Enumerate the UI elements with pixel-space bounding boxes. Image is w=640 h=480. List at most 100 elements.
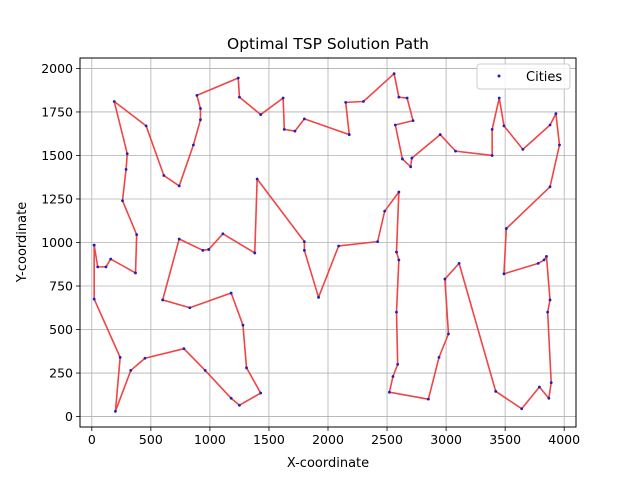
city-point xyxy=(454,149,457,153)
city-point xyxy=(253,251,257,255)
y-tick-label: 1750 xyxy=(41,104,73,119)
city-point xyxy=(207,248,211,251)
city-points xyxy=(92,72,561,413)
city-point xyxy=(195,94,199,97)
city-point xyxy=(548,185,552,189)
city-point xyxy=(124,168,128,171)
city-point xyxy=(549,381,553,385)
city-point xyxy=(245,366,248,370)
y-axis-title: Y-coordinate xyxy=(15,202,30,283)
city-point xyxy=(182,347,186,351)
city-point xyxy=(457,261,461,265)
city-point xyxy=(337,244,341,248)
city-point xyxy=(125,152,129,156)
city-point xyxy=(397,95,401,99)
city-point xyxy=(391,375,395,378)
city-point xyxy=(395,310,398,314)
x-tick-label: 1000 xyxy=(194,432,226,447)
city-point xyxy=(397,258,401,262)
city-point xyxy=(135,233,139,237)
city-point xyxy=(293,129,297,133)
city-point xyxy=(281,96,285,100)
legend: Cities xyxy=(476,63,571,90)
city-point xyxy=(221,232,225,236)
city-point xyxy=(545,255,548,258)
y-tick-label: 1250 xyxy=(41,191,73,206)
y-tick-label: 500 xyxy=(49,322,73,337)
legend-box xyxy=(476,63,571,90)
city-point xyxy=(188,306,192,310)
city-point xyxy=(129,369,133,372)
city-point xyxy=(203,369,207,372)
city-point xyxy=(112,100,116,103)
city-point xyxy=(401,157,404,161)
city-point xyxy=(134,271,137,275)
city-point xyxy=(537,385,541,389)
city-point xyxy=(502,272,506,276)
city-point xyxy=(376,240,379,244)
city-point xyxy=(411,119,415,123)
y-tick-label: 2000 xyxy=(41,61,73,76)
y-tick-label: 1500 xyxy=(41,148,73,163)
city-point xyxy=(302,240,306,244)
legend-marker xyxy=(497,74,501,78)
city-point xyxy=(238,95,241,99)
city-point xyxy=(143,356,147,360)
city-point xyxy=(362,100,365,103)
city-point xyxy=(383,209,387,213)
city-point xyxy=(392,72,396,76)
x-tick-label: 0 xyxy=(88,432,96,447)
city-point xyxy=(177,237,181,241)
city-point xyxy=(426,397,430,401)
city-point xyxy=(554,112,558,116)
city-point xyxy=(520,407,524,411)
city-point xyxy=(437,355,441,359)
city-point xyxy=(109,257,113,261)
city-point xyxy=(96,265,100,269)
city-point xyxy=(317,295,320,299)
city-point xyxy=(542,258,546,262)
legend-label-cities: Cities xyxy=(526,70,562,85)
city-point xyxy=(201,248,205,252)
city-point xyxy=(199,118,202,122)
y-tick-label: 1000 xyxy=(41,235,73,250)
city-point xyxy=(118,355,122,359)
city-point xyxy=(388,390,391,394)
city-point xyxy=(438,133,442,136)
city-point xyxy=(282,127,286,131)
city-point xyxy=(546,310,550,314)
city-point xyxy=(229,396,233,400)
city-point xyxy=(162,174,166,177)
city-point xyxy=(302,248,306,252)
city-point xyxy=(405,96,409,100)
city-point xyxy=(236,76,240,80)
city-point xyxy=(344,100,348,104)
city-point xyxy=(504,227,508,230)
city-point xyxy=(238,403,241,407)
city-point xyxy=(229,291,233,295)
city-point xyxy=(259,391,263,395)
y-tick-label: 750 xyxy=(49,279,73,294)
city-point xyxy=(397,190,401,194)
city-point xyxy=(490,154,494,157)
x-tick-label: 2000 xyxy=(312,432,344,447)
city-point xyxy=(104,265,108,269)
city-point xyxy=(241,323,245,327)
city-point xyxy=(494,389,498,393)
x-axis-title: X-coordinate xyxy=(287,456,369,471)
y-tick-label: 250 xyxy=(49,366,73,381)
chart-title: Optimal TSP Solution Path xyxy=(227,35,429,53)
city-point xyxy=(302,117,306,121)
x-tick-label: 2500 xyxy=(371,432,403,447)
tour-path xyxy=(93,72,561,413)
city-point xyxy=(497,96,501,100)
city-point xyxy=(443,277,447,281)
x-tick-label: 4000 xyxy=(548,432,580,447)
city-point xyxy=(161,298,165,302)
city-point xyxy=(121,199,124,203)
city-point xyxy=(536,261,540,265)
city-point xyxy=(409,165,413,169)
axis-ticks: 0 500 1000 1500 2000 2500 3000 3500 4000 0 250 500 7… xyxy=(41,61,580,447)
city-point xyxy=(259,113,263,116)
